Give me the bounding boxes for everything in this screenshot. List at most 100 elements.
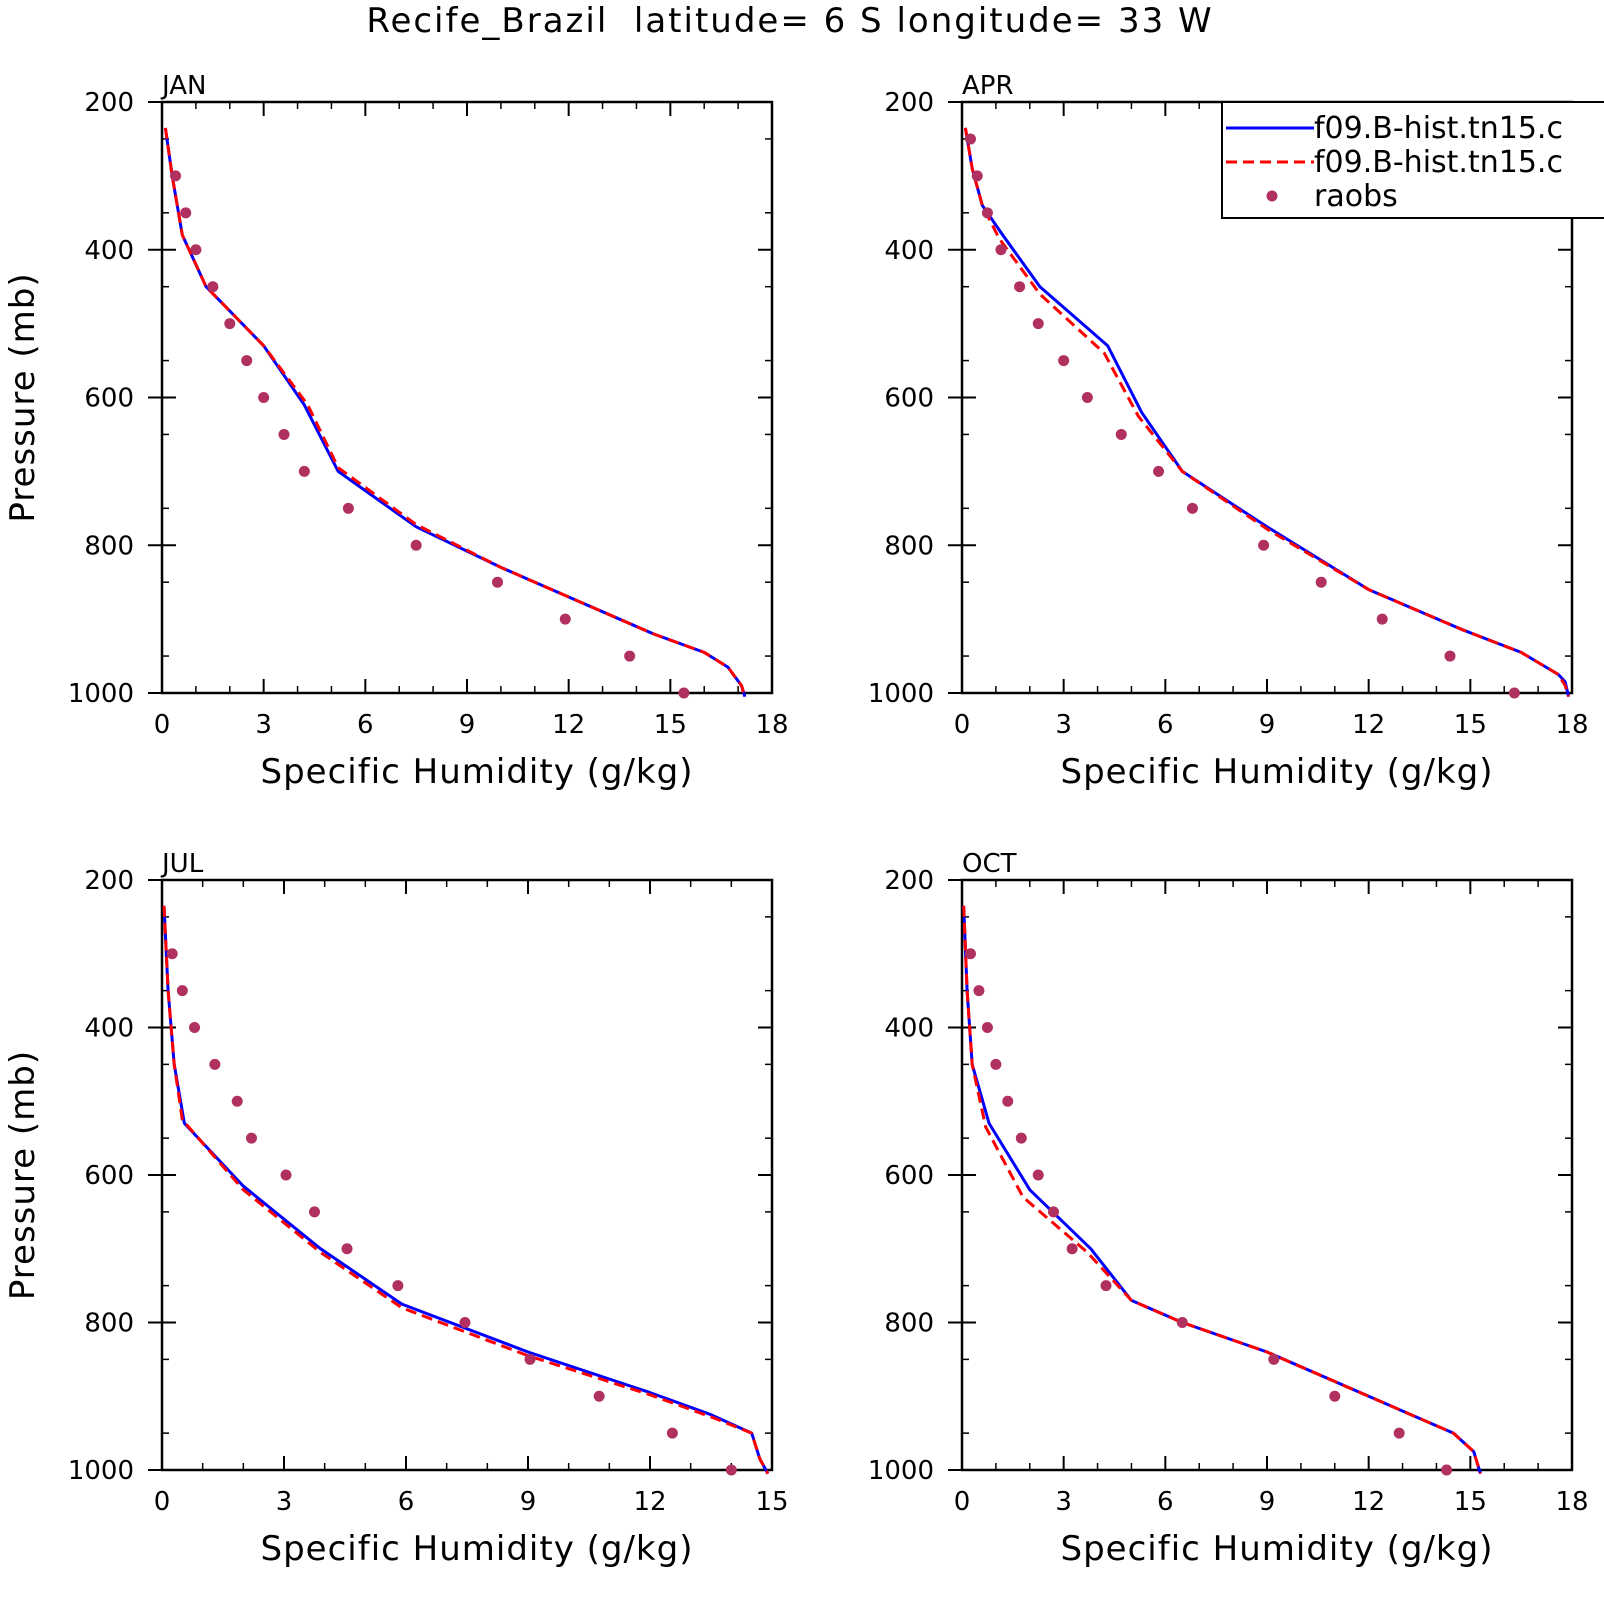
x-tick-label: 15 [1454,710,1487,740]
x-tick-label: 15 [1454,1487,1487,1517]
raobs-point [964,133,976,145]
x-tick-label: 3 [255,710,272,740]
x-tick-label: 9 [520,1487,537,1517]
raobs-point [224,318,236,330]
raobs-point [176,985,188,997]
raobs-point [241,355,253,367]
raobs-point [524,1353,536,1365]
raobs-point [1186,502,1198,514]
data-layer [162,905,770,1475]
raobs-point [190,244,202,256]
raobs-point [278,428,290,440]
raobs-point [1376,613,1388,625]
y-tick-label: 600 [84,1161,134,1191]
raobs-point [666,1427,678,1439]
panel-oct: OCT 0 3 6 9 12 15 18 200 400 600 800 1000 Specific Hu… [868,849,1589,1569]
plot-frame [160,878,774,1472]
x-tick-label: 0 [954,710,971,740]
x-tick-label: 3 [1055,1487,1072,1517]
raobs-point [341,1243,353,1255]
raobs-point [207,281,219,293]
panel-label: JUL [160,849,204,879]
raobs-point [166,948,178,960]
y-tick-label: 200 [84,866,134,896]
raobs-point [981,207,993,219]
raobs-point [1315,576,1327,588]
raobs-point [1081,392,1093,403]
raobs-point [624,650,636,662]
panel-label: OCT [962,849,1017,879]
raobs-point [392,1280,404,1292]
x-tick-label: 6 [357,710,374,740]
raobs-point [1393,1427,1405,1439]
raobs-point [990,1058,1002,1070]
raobs-point [725,1464,737,1476]
y-tick-label: 400 [84,236,134,266]
raobs-point [1115,428,1127,440]
x-tick-label: 12 [633,1487,666,1517]
raobs-point [1508,687,1520,699]
y-tick-label: 600 [84,384,134,414]
raobs-point [1100,1280,1112,1292]
plot-frame [160,100,774,695]
raobs-point [678,687,690,699]
y-tick-label: 1000 [68,1456,134,1486]
raobs-point [973,985,985,997]
panel-jul: JUL 0 3 6 9 12 15 200 400 600 800 1000 Specific Humi… [3,849,789,1569]
raobs-point [964,948,976,960]
legend-label: f09.B-hist.tn15.c [1314,145,1563,180]
model-series-dashed-line [162,905,770,1475]
raobs-point [1002,1095,1014,1107]
raobs-point [459,1317,471,1328]
raobs-point [342,502,354,514]
x-tick-label: 0 [954,1487,971,1517]
data-layer [163,127,747,698]
raobs-point [209,1058,221,1070]
raobs-point [1153,465,1165,477]
y-tick-label: 1000 [68,679,134,709]
x-tick-label: 6 [1157,1487,1174,1517]
y-tick-label: 800 [884,1309,934,1339]
raobs-point [1014,281,1026,293]
legend-label: f09.B-hist.tn15.c [1314,111,1563,146]
raobs-point [981,1022,993,1033]
x-tick-label: 9 [459,710,476,740]
raobs-point [410,539,422,551]
raobs-point [180,207,192,219]
raobs-point [1176,1317,1188,1328]
raobs-point [559,613,571,625]
raobs-point [280,1169,292,1181]
x-axis-label: Specific Humidity (g/kg) [1061,752,1494,792]
y-tick-label: 200 [884,88,934,118]
panel-jan: JAN 0 3 6 9 12 15 18 200 400 600 800 1000 Specific Hu… [3,71,789,792]
raobs-point [1444,650,1456,662]
model-series-dashed-line [962,905,1482,1475]
x-tick-label: 18 [755,710,788,740]
model-series-solid-line [962,905,1482,1475]
panel-label: JAN [160,71,206,101]
raobs-point [189,1022,201,1033]
raobs-point [492,576,503,588]
x-tick-label: 18 [1555,710,1588,740]
x-tick-label: 15 [654,710,687,740]
y-tick-label: 200 [84,88,134,118]
x-tick-label: 6 [398,1487,415,1517]
raobs-point [995,244,1007,256]
y-tick-label: 600 [884,384,934,414]
x-tick-label: 6 [1157,710,1174,740]
raobs-point [258,392,270,403]
y-tick-label: 400 [884,236,934,266]
raobs-point [1268,1353,1280,1365]
legend-marker [1266,190,1278,202]
raobs-point [593,1390,605,1402]
x-tick-label: 15 [755,1487,788,1517]
figure-title: Recife_Brazil latitude= 6 S longitude= 3… [366,1,1213,41]
x-tick-label: 3 [1055,710,1072,740]
x-tick-label: 3 [276,1487,293,1517]
raobs-point [1258,539,1270,551]
y-tick-label: 800 [884,531,934,561]
x-tick-label: 18 [1555,1487,1588,1517]
y-tick-label: 400 [84,1014,134,1044]
x-tick-label: 0 [154,1487,171,1517]
